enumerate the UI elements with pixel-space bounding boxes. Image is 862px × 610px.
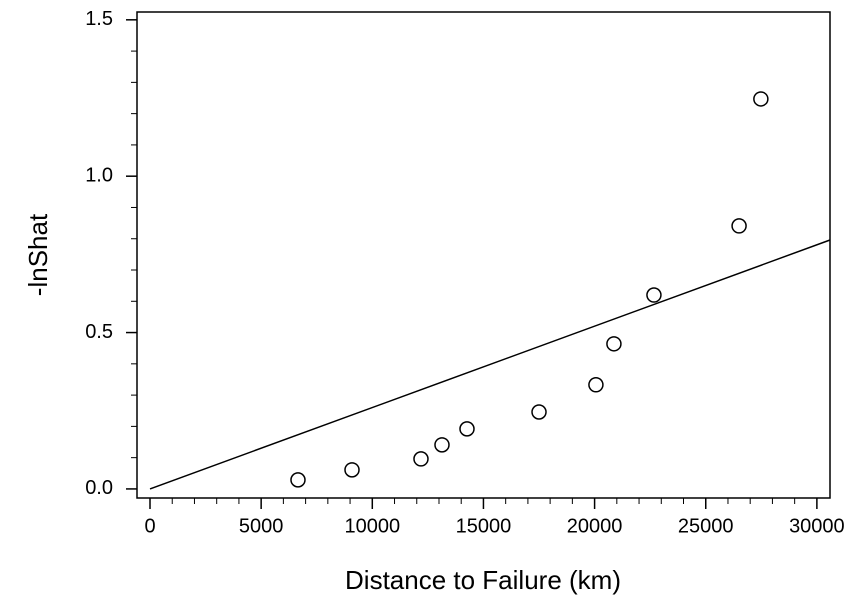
y-tick-label: 1.0	[85, 164, 113, 186]
plot-frame	[136, 11, 831, 499]
x-tick-label: 30000	[789, 515, 845, 537]
y-tick-label: 1.5	[85, 8, 113, 30]
point	[413, 451, 429, 467]
point	[459, 421, 475, 437]
x-tick-label: 15000	[456, 515, 512, 537]
point	[731, 218, 747, 234]
point	[588, 377, 604, 393]
point	[646, 287, 662, 303]
x-tick-label: 5000	[239, 515, 284, 537]
point	[434, 437, 450, 453]
x-tick-label: 10000	[344, 515, 400, 537]
point	[753, 91, 769, 107]
x-tick-label: 0	[144, 515, 155, 537]
x-tick-label: 25000	[678, 515, 734, 537]
point	[344, 462, 360, 478]
point	[531, 404, 547, 420]
y-axis-label: -lnShat	[23, 213, 53, 296]
x-tick-label: 20000	[567, 515, 623, 537]
point	[606, 336, 622, 352]
point	[290, 472, 306, 488]
x-axis-label: Distance to Failure (km)	[345, 565, 621, 595]
fit-line	[149, 239, 831, 490]
y-tick-label: 0.5	[85, 321, 113, 343]
y-tick-label: 0.0	[85, 477, 113, 499]
